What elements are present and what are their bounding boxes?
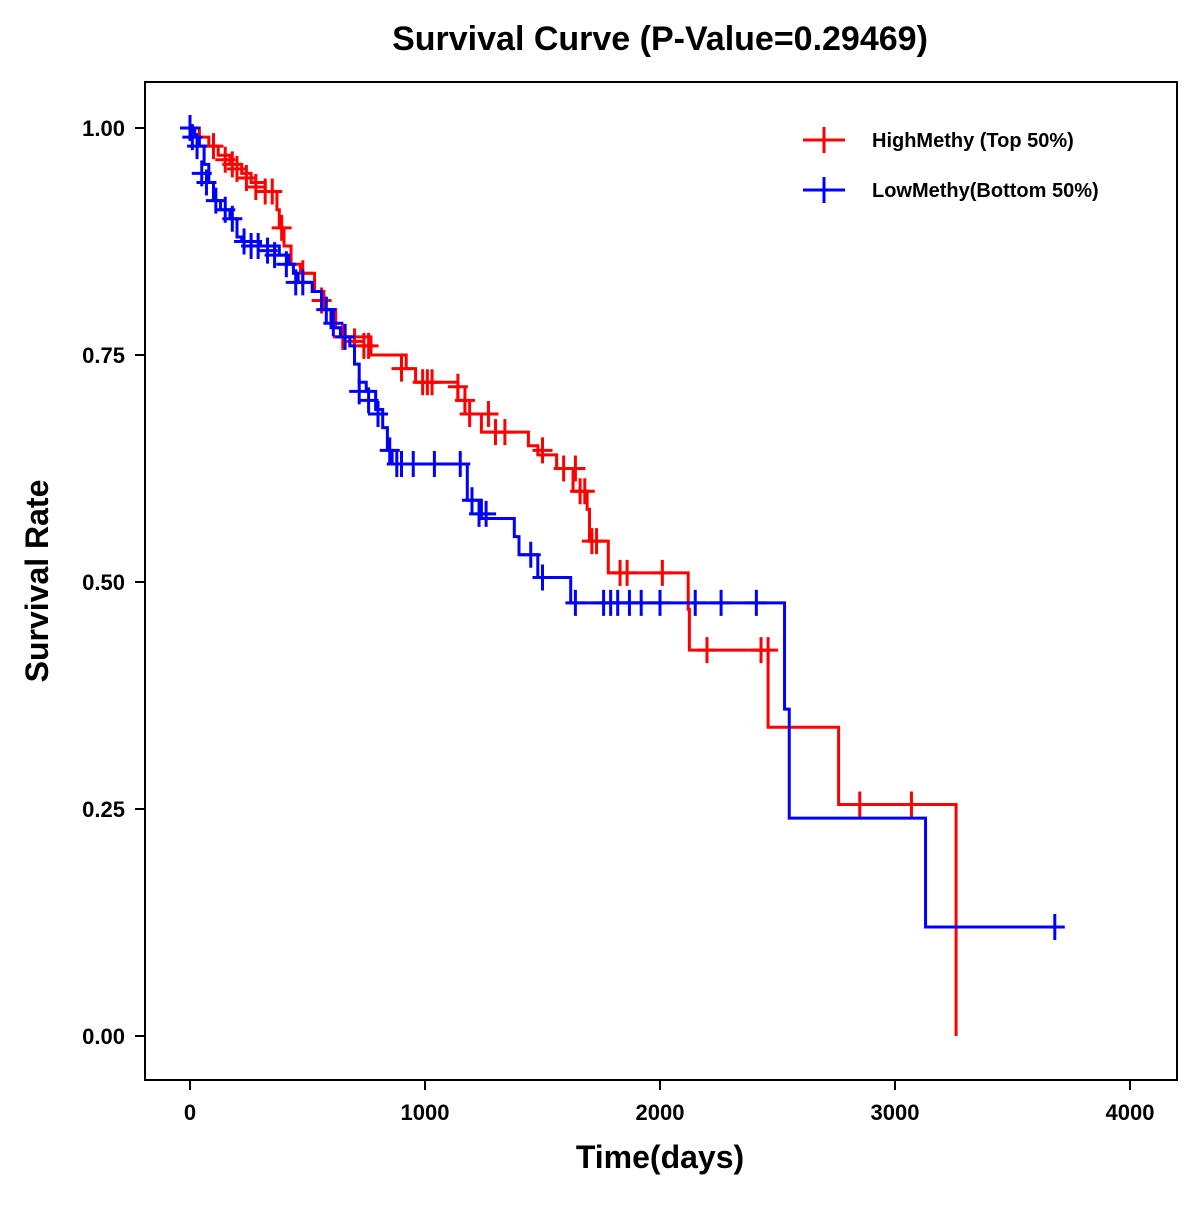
y-tick-label: 0.75: [82, 343, 125, 368]
censor-mark: [335, 323, 356, 350]
legend-swatch: [803, 127, 845, 153]
legend: HighMethy (Top 50%) LowMethy(Bottom 50%): [803, 127, 1099, 203]
y-tick-label: 0.50: [82, 570, 125, 595]
y-tick-label: 0.00: [82, 1024, 125, 1049]
censor-mark: [368, 401, 388, 428]
censor-mark: [617, 559, 638, 586]
censor-mark: [424, 450, 445, 477]
censor-mark: [379, 437, 400, 464]
x-tick-label: 1000: [401, 1100, 450, 1125]
y-tick-label: 0.25: [82, 797, 125, 822]
censor-mark: [422, 369, 443, 396]
censor-mark: [901, 791, 922, 818]
censor-mark: [391, 355, 412, 382]
survival-curve-low: [190, 126, 1065, 929]
censor-mark: [316, 296, 337, 323]
censor-mark: [652, 559, 673, 586]
y-axis: 0.00 0.25 0.50 0.75 1.00: [82, 116, 145, 1049]
censor-mark: [248, 233, 269, 260]
censor-mark: [245, 174, 266, 201]
censor-mark: [462, 487, 482, 514]
censor-mark: [574, 478, 595, 505]
censor-mark: [476, 500, 497, 527]
censor-mark: [262, 178, 283, 205]
censor-mark: [358, 332, 379, 359]
censor-mark: [478, 401, 499, 428]
censor-mark: [849, 791, 870, 818]
censor-mark: [196, 169, 217, 196]
censor-mark: [631, 589, 652, 616]
x-axis-label: Time(days): [576, 1139, 744, 1175]
censor-mark: [276, 251, 297, 278]
censor-mark: [403, 450, 424, 477]
x-axis: 0 1000 2000 3000 4000: [184, 1080, 1155, 1125]
censor-mark: [222, 151, 243, 178]
censor-mark: [532, 437, 553, 464]
censor-mark: [447, 373, 468, 400]
censor-mark: [532, 564, 553, 591]
censor-mark: [758, 637, 779, 664]
censor-mark: [650, 589, 670, 616]
curves: [180, 115, 1065, 1036]
censor-mark: [358, 387, 379, 414]
censor-mark: [520, 541, 541, 568]
censor-mark: [450, 450, 471, 477]
survival-curve-high: [190, 126, 958, 1036]
censor-mark: [323, 310, 344, 337]
legend-label: LowMethy(Bottom 50%): [872, 180, 1099, 202]
censor-mark: [685, 589, 706, 616]
censor-mark: [746, 589, 767, 616]
x-tick-label: 0: [184, 1100, 196, 1125]
censor-mark: [1044, 914, 1065, 941]
censor-mark: [697, 637, 717, 664]
censor-mark: [271, 214, 292, 241]
censor-mark: [264, 242, 285, 269]
censor-mark: [222, 205, 243, 232]
censor-mark: [565, 589, 586, 616]
legend-label: HighMethy (Top 50%): [872, 130, 1074, 152]
censor-mark: [494, 419, 515, 446]
x-tick-label: 4000: [1106, 1100, 1155, 1125]
censor-mark: [454, 387, 475, 414]
chart-title: Survival Curve (P-Value=0.29469): [392, 20, 928, 58]
legend-swatch: [803, 177, 845, 203]
y-tick-label: 1.00: [82, 116, 125, 141]
x-tick-label: 2000: [636, 1100, 685, 1125]
censor-mark: [459, 401, 480, 428]
censor-mark: [292, 269, 313, 296]
censor-mark: [586, 528, 607, 555]
censor-mark: [565, 455, 586, 482]
censor-mark: [711, 589, 732, 616]
censor-mark: [187, 133, 208, 160]
x-tick-label: 3000: [871, 1100, 920, 1125]
y-axis-label: Survival Rate: [19, 480, 55, 683]
